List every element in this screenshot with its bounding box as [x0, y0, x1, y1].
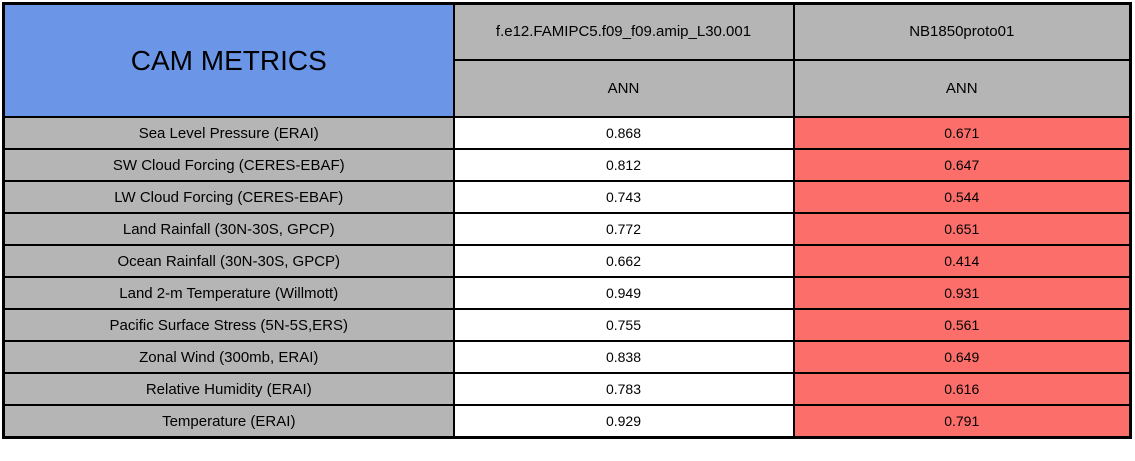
metric-label: LW Cloud Forcing (CERES-EBAF): [2, 180, 455, 214]
table-row: Temperature (ERAI) 0.929 0.791: [2, 404, 1132, 439]
value-cell-test: 0.647: [792, 148, 1132, 182]
metric-label: Zonal Wind (300mb, ERAI): [2, 340, 455, 374]
table-title: CAM METRICS: [2, 2, 455, 118]
table-row: Pacific Surface Stress (5N-5S,ERS) 0.755 0…: [2, 308, 1132, 342]
value-cell-test: 0.544: [792, 180, 1132, 214]
value-cell-baseline: 0.783: [452, 372, 795, 406]
value-cell-baseline: 0.929: [452, 404, 795, 439]
value-cell-baseline: 0.662: [452, 244, 795, 278]
value-cell-test: 0.616: [792, 372, 1132, 406]
metric-label: Land Rainfall (30N-30S, GPCP): [2, 212, 455, 246]
table-row: Ocean Rainfall (30N-30S, GPCP) 0.662 0.414: [2, 244, 1132, 278]
value-cell-test: 0.651: [792, 212, 1132, 246]
table-row: Sea Level Pressure (ERAI) 0.868 0.671: [2, 116, 1132, 150]
header-row-runs: CAM METRICS f.e12.FAMIPC5.f09_f09.amip_L…: [2, 2, 1132, 118]
metric-label: Sea Level Pressure (ERAI): [2, 116, 455, 150]
value-cell-test: 0.414: [792, 244, 1132, 278]
value-cell-baseline: 0.755: [452, 308, 795, 342]
metric-label: SW Cloud Forcing (CERES-EBAF): [2, 148, 455, 182]
metric-label: Ocean Rainfall (30N-30S, GPCP): [2, 244, 455, 278]
table-row: Relative Humidity (ERAI) 0.783 0.616: [2, 372, 1132, 406]
table-row: Land 2-m Temperature (Willmott) 0.949 0.93…: [2, 276, 1132, 310]
header-row-seasons: ANN ANN: [4, 58, 1132, 119]
value-cell-test: 0.561: [792, 308, 1132, 342]
column-header-run-test: NB1850proto01: [792, 2, 1132, 61]
column-header-run-baseline: f.e12.FAMIPC5.f09_f09.amip_L30.001: [452, 2, 795, 61]
value-cell-test: 0.671: [792, 116, 1132, 150]
metric-label: Relative Humidity (ERAI): [2, 372, 455, 406]
value-cell-baseline: 0.949: [452, 276, 795, 310]
value-cell-baseline: 0.812: [452, 148, 795, 182]
value-cell-test: 0.791: [792, 404, 1132, 439]
value-cell-test: 0.931: [792, 276, 1132, 310]
metric-label: Land 2-m Temperature (Willmott): [2, 276, 455, 310]
cam-metrics-table: CAM METRICS f.e12.FAMIPC5.f09_f09.amip_L…: [2, 2, 1132, 439]
table-row: Zonal Wind (300mb, ERAI) 0.838 0.649: [2, 340, 1132, 374]
metric-label: Pacific Surface Stress (5N-5S,ERS): [2, 308, 455, 342]
value-cell-baseline: 0.743: [452, 180, 795, 214]
value-cell-baseline: 0.838: [452, 340, 795, 374]
column-header-season-test: ANN: [792, 58, 1132, 119]
column-header-season-baseline: ANN: [452, 58, 795, 119]
value-cell-test: 0.649: [792, 340, 1132, 374]
table-row: Land Rainfall (30N-30S, GPCP) 0.772 0.651: [2, 212, 1132, 246]
metric-label: Temperature (ERAI): [2, 404, 455, 439]
table-row: SW Cloud Forcing (CERES-EBAF) 0.812 0.647: [2, 148, 1132, 182]
value-cell-baseline: 0.868: [452, 116, 795, 150]
value-cell-baseline: 0.772: [452, 212, 795, 246]
table-row: LW Cloud Forcing (CERES-EBAF) 0.743 0.544: [2, 180, 1132, 214]
